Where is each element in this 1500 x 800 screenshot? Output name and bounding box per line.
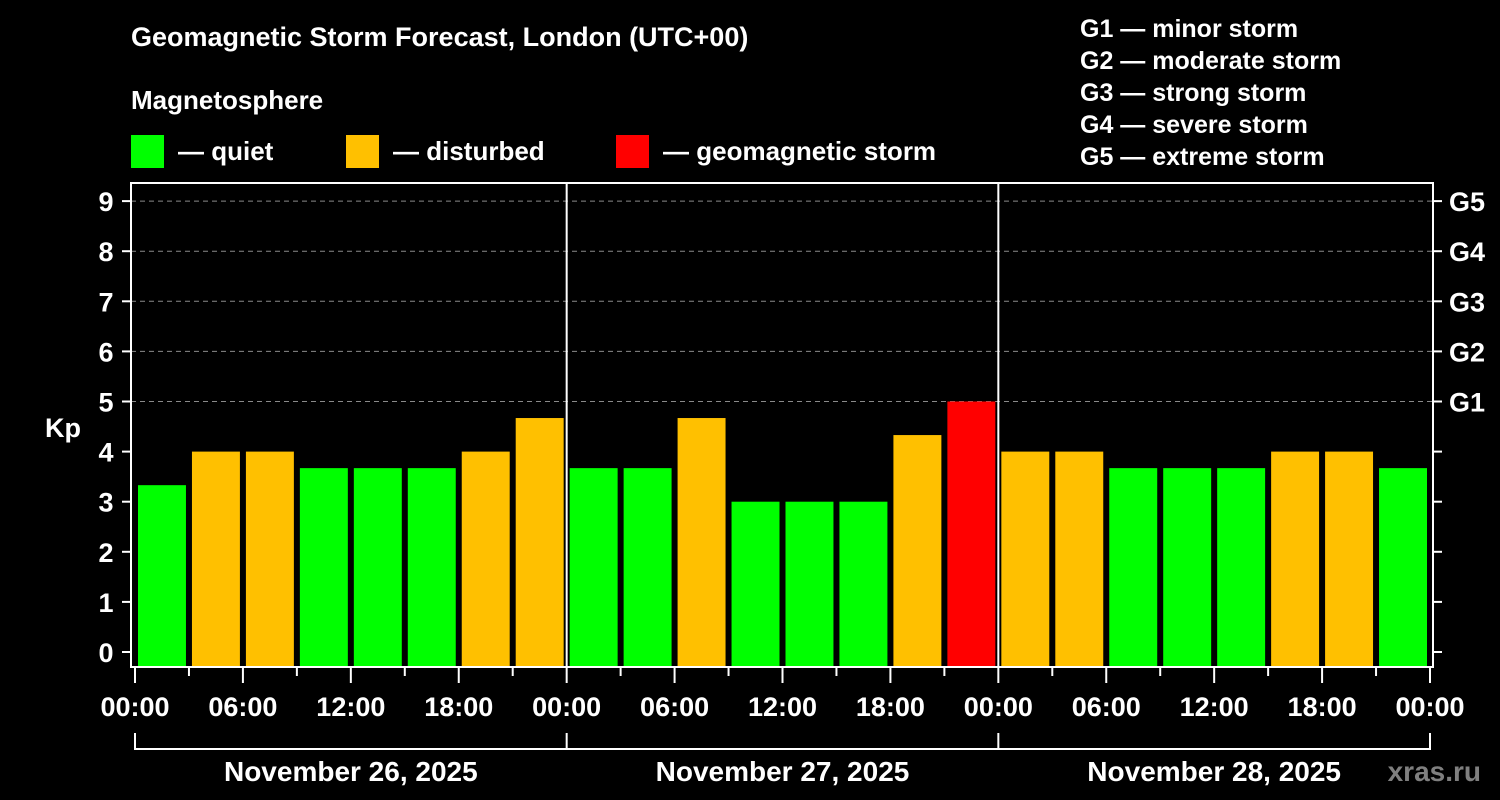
kp-bar (1271, 451, 1320, 666)
y-tick-label: 2 (98, 538, 113, 568)
y-tick-label: 8 (98, 237, 113, 267)
g-scale-g4: G4 — severe storm (1080, 111, 1308, 139)
legend-label-quiet: — quiet (178, 135, 274, 166)
x-tick-label: 06:00 (640, 692, 709, 722)
legend-label-disturbed: — disturbed (393, 135, 545, 166)
legend-swatch-disturbed (346, 134, 379, 168)
y-tick-label: 7 (98, 287, 113, 317)
kp-bar (245, 451, 294, 666)
x-tick-label: 00:00 (100, 692, 169, 722)
day-label: November 28, 2025 (1087, 756, 1341, 787)
kp-bar (353, 468, 402, 666)
y-tick-label: 5 (98, 388, 113, 418)
y-tick-label: 4 (98, 438, 113, 468)
x-tick-label: 12:00 (316, 692, 385, 722)
day-label: November 26, 2025 (224, 756, 478, 787)
x-tick-label: 18:00 (1288, 692, 1357, 722)
kp-bar (1325, 451, 1374, 666)
x-tick-label: 00:00 (532, 692, 601, 722)
kp-bar (785, 501, 834, 666)
y-tick-label: 1 (98, 588, 113, 618)
x-tick-label: 18:00 (856, 692, 925, 722)
kp-bar (623, 468, 672, 666)
x-tick-label: 00:00 (1395, 692, 1464, 722)
g-level-label: G1 (1449, 388, 1485, 418)
chart-title: Geomagnetic Storm Forecast, London (UTC+… (131, 22, 749, 52)
kp-bar (947, 401, 996, 666)
day-bracket (134, 733, 1431, 750)
kp-bar (407, 468, 456, 666)
kp-bar (1055, 451, 1104, 666)
legend-quiet: — quiet (131, 134, 273, 168)
g-scale-g5: G5 — extreme storm (1080, 143, 1325, 171)
g-level-label: G3 (1449, 287, 1485, 317)
g-scale-legend: G1 — minor storm G2 — moderate storm G3 … (1080, 13, 1341, 173)
chart-subtitle: Magnetosphere (131, 85, 324, 115)
day-label: November 27, 2025 (656, 756, 910, 787)
y-tick-label: 3 (98, 488, 113, 518)
kp-bar (731, 501, 780, 666)
legend-storm: — geomagnetic storm (616, 134, 936, 168)
x-tick-label: 12:00 (1180, 692, 1249, 722)
kp-bar (138, 485, 186, 666)
legend-swatch-storm (616, 134, 649, 168)
g-level-label: G4 (1449, 237, 1485, 267)
g-level-label: G5 (1449, 187, 1485, 217)
legend-swatch-quiet (131, 134, 164, 168)
kp-bar (677, 418, 726, 666)
kp-bar (839, 501, 888, 666)
g-level-label: G2 (1449, 337, 1485, 367)
y-tick-label: 0 (98, 638, 113, 668)
x-tick-label: 00:00 (964, 692, 1033, 722)
kp-bar (893, 435, 942, 666)
y-tick-label: 9 (98, 187, 113, 217)
x-tick-label: 12:00 (748, 692, 817, 722)
x-tick-label: 18:00 (424, 692, 493, 722)
kp-bar (1217, 468, 1266, 666)
g-scale-g2: G2 — moderate storm (1080, 47, 1342, 75)
kp-bar (1001, 451, 1050, 666)
kp-bar (191, 451, 240, 666)
y-tick-label: 6 (98, 337, 113, 367)
y-axis-label: Kp (45, 413, 81, 443)
x-tick-label: 06:00 (208, 692, 277, 722)
kp-bar (461, 451, 510, 666)
kp-bar (1163, 468, 1212, 666)
kp-bar (1109, 468, 1158, 666)
g-scale-g1: G1 — minor storm (1080, 15, 1299, 43)
kp-bar (1379, 468, 1427, 666)
watermark: xras.ru (1388, 756, 1481, 787)
legend-disturbed: — disturbed (346, 134, 545, 168)
g-scale-g3: G3 — strong storm (1080, 79, 1307, 107)
kp-bar (299, 468, 348, 666)
kp-bar (569, 468, 618, 666)
kp-bar (515, 418, 564, 666)
x-tick-label: 06:00 (1072, 692, 1141, 722)
legend-label-storm: — geomagnetic storm (663, 135, 937, 166)
